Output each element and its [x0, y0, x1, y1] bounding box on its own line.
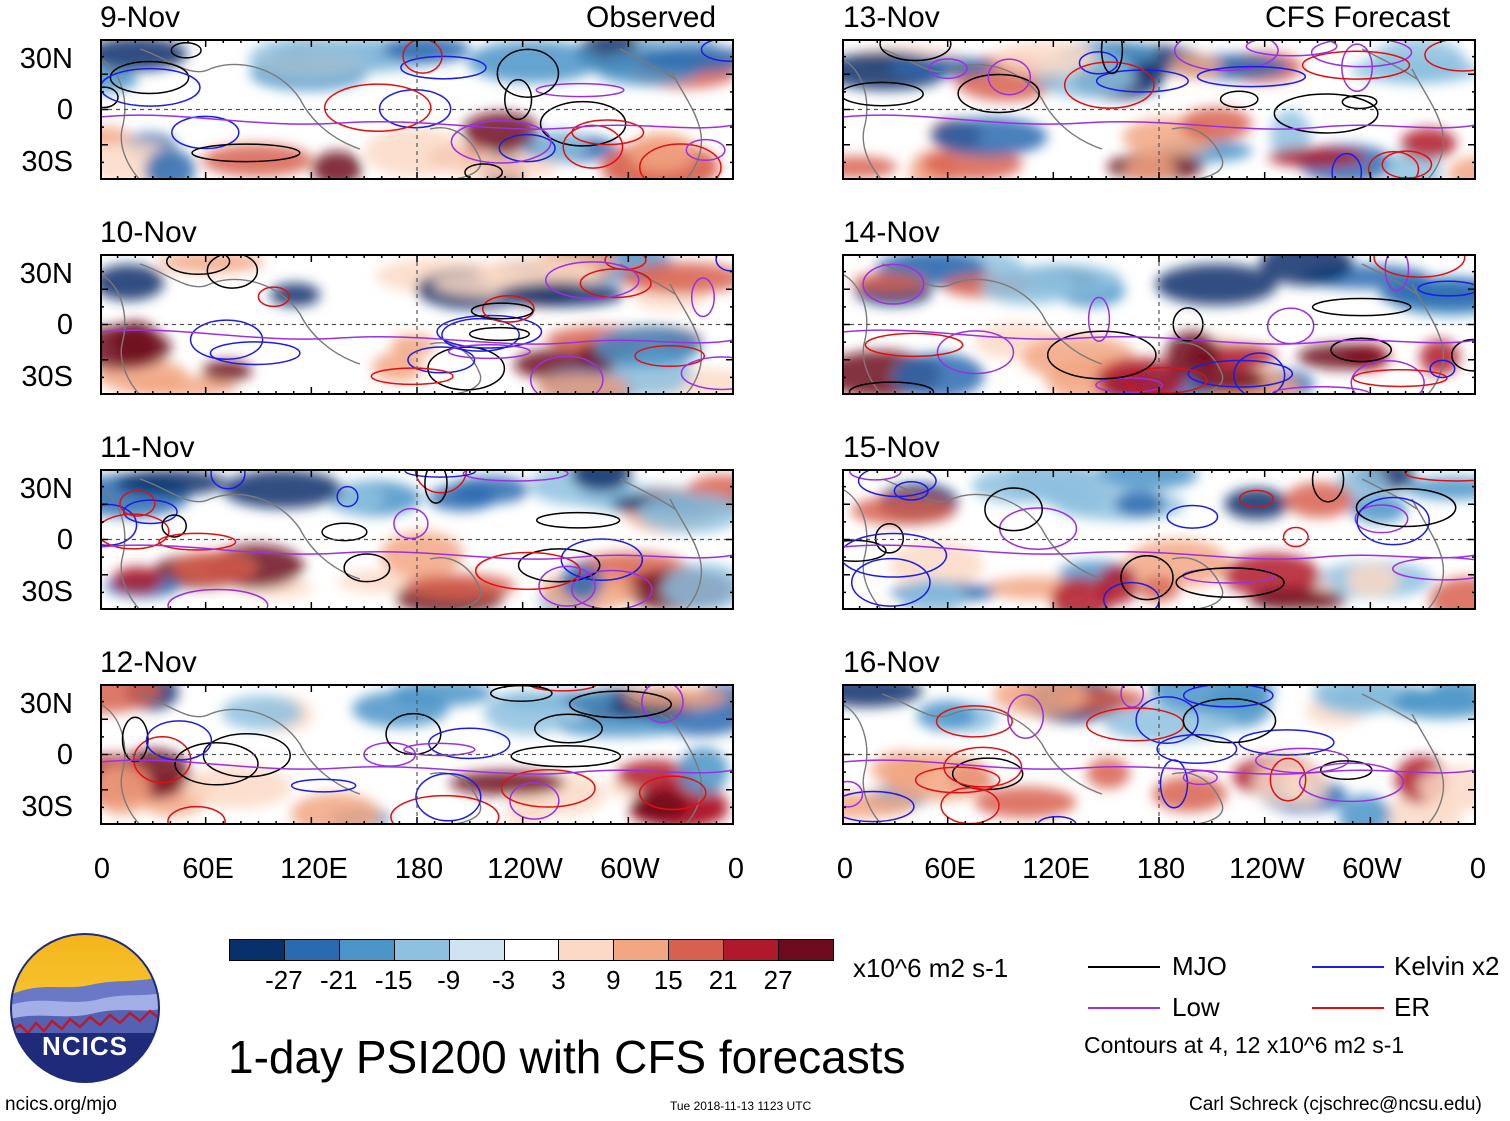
- lon-label-180: 180: [1136, 853, 1186, 885]
- observed-map-panel: [100, 254, 734, 395]
- lon-label-60w: 60W: [600, 853, 660, 885]
- observed-map-panel: [100, 469, 734, 610]
- panel-date-forecast-3: 15-Nov: [843, 431, 940, 464]
- colorbar-tick-label: 9: [606, 965, 621, 995]
- lon-label-0: 0: [1469, 853, 1487, 885]
- lon-label-60e: 60E: [924, 853, 976, 885]
- legend-line-mjo: [1088, 966, 1160, 968]
- panel-date-observed-3: 11-Nov: [100, 431, 195, 464]
- colorbar-swatch: [393, 939, 450, 961]
- legend-line-kelvin: [1312, 966, 1384, 968]
- colorbar-tick-label: 15: [653, 965, 683, 995]
- footer-timestamp: Tue 2018-11-13 1123 UTC: [670, 1099, 812, 1113]
- observed-map-panel: [100, 684, 734, 825]
- lon-label-0: 0: [93, 853, 111, 885]
- colorbar-swatch: [668, 939, 725, 961]
- legend-label-mjo: MJO: [1172, 951, 1227, 981]
- colorbar-tick-label: -21: [320, 965, 358, 995]
- lat-label-0: 0: [56, 309, 73, 341]
- colorbar-swatch: [229, 939, 285, 961]
- lon-label-120e: 120E: [1022, 853, 1090, 885]
- observed-map-panel: [100, 39, 734, 180]
- colorbar-tick-label: 21: [708, 965, 738, 995]
- panel-date-forecast-1: 13-Nov: [843, 1, 940, 34]
- lon-label-120w: 120W: [487, 853, 563, 885]
- colorbar: [229, 939, 834, 961]
- observed-heading: Observed: [586, 1, 717, 34]
- colorbar-swatch: [338, 939, 395, 961]
- lat-label-30n: 30N: [19, 43, 73, 75]
- colorbar-swatch: [448, 939, 505, 961]
- colorbar-units: x10^6 m2 s-1: [853, 953, 1009, 983]
- colorbar-swatch: [558, 939, 615, 961]
- colorbar-tick-label: -15: [374, 965, 413, 995]
- lat-label-0: 0: [56, 739, 73, 771]
- legend-label-kelvin: Kelvin x2: [1394, 951, 1500, 981]
- lat-label-30s: 30S: [21, 791, 73, 823]
- footer-url[interactable]: ncics.org/mjo: [5, 1094, 117, 1115]
- forecast-map-panel: [842, 254, 1476, 395]
- colorbar-swatch: [723, 939, 780, 961]
- logo-text: NCICS: [42, 1031, 128, 1061]
- forecast-map-panel: [842, 469, 1476, 610]
- lat-label-0: 0: [56, 524, 73, 556]
- forecast-map-panel: [842, 684, 1476, 825]
- panel-date-observed-4: 12-Nov: [100, 646, 197, 679]
- forecast-map-panel: [842, 39, 1476, 180]
- footer-credit: Carl Schreck (cjschrec@ncsu.edu): [1189, 1094, 1482, 1115]
- lat-label-30s: 30S: [21, 146, 73, 178]
- colorbar-swatch: [283, 939, 340, 961]
- legend-label-low: Low: [1172, 992, 1220, 1022]
- lon-label-0: 0: [727, 853, 745, 885]
- colorbar-tick-label: 3: [551, 965, 566, 995]
- colorbar-swatch: [503, 939, 560, 961]
- legend-label-er: ER: [1394, 992, 1431, 1022]
- panel-date-forecast-2: 14-Nov: [843, 216, 940, 249]
- lat-label-30s: 30S: [21, 361, 73, 393]
- contours-note: Contours at 4, 12 x10^6 m2 s-1: [1084, 1032, 1405, 1058]
- lon-label-120w: 120W: [1229, 853, 1305, 885]
- lon-label-180: 180: [394, 853, 444, 885]
- colorbar-tick-label: -27: [265, 965, 303, 995]
- forecast-heading: CFS Forecast: [1265, 1, 1451, 34]
- panel-date-observed-1: 9-Nov: [100, 1, 181, 34]
- lat-label-30s: 30S: [21, 576, 73, 608]
- panel-date-observed-2: 10-Nov: [100, 216, 197, 249]
- lat-label-0: 0: [56, 94, 73, 126]
- colorbar-tick-label: -9: [437, 965, 461, 995]
- lon-label-120e: 120E: [280, 853, 348, 885]
- colorbar-tick-label: 27: [763, 965, 793, 995]
- lat-label-30n: 30N: [19, 688, 73, 720]
- lon-label-60e: 60E: [182, 853, 234, 885]
- lat-label-30n: 30N: [19, 473, 73, 505]
- lat-label-30n: 30N: [19, 258, 73, 290]
- legend-line-er: [1312, 1007, 1384, 1009]
- colorbar-tick-label: -3: [491, 965, 516, 995]
- lon-label-0: 0: [836, 853, 854, 885]
- colorbar-swatch: [778, 939, 834, 961]
- legend-line-low: [1088, 1007, 1160, 1009]
- panel-date-forecast-4: 16-Nov: [843, 646, 940, 679]
- lon-label-60w: 60W: [1342, 853, 1402, 885]
- colorbar-swatch: [613, 939, 670, 961]
- ncics-logo: NCICS: [10, 933, 160, 1083]
- page-title: 1-day PSI200 with CFS forecasts: [228, 1031, 906, 1083]
